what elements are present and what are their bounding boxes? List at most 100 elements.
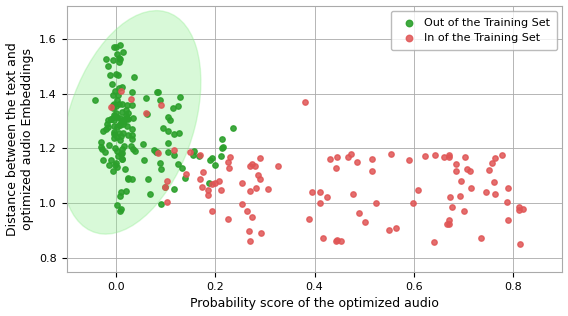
In of the Training Set [518,206,527,211]
Out of the Training Set [114,92,123,97]
Out of the Training Set [101,149,110,154]
In of the Training Set [489,179,498,184]
Out of the Training Set [169,106,178,111]
Out of the Training Set [149,147,158,152]
Out of the Training Set [116,138,125,143]
In of the Training Set [169,147,178,152]
Out of the Training Set [107,116,116,121]
In of the Training Set [224,217,233,222]
Out of the Training Set [91,97,100,102]
Out of the Training Set [218,145,227,150]
Out of the Training Set [117,118,126,123]
In of the Training Set [371,201,380,206]
Out of the Training Set [118,151,127,156]
Out of the Training Set [115,101,124,106]
Out of the Training Set [170,186,179,191]
In of the Training Set [445,153,454,158]
In of the Training Set [482,189,491,194]
Out of the Training Set [121,117,130,122]
Out of the Training Set [128,147,137,152]
Out of the Training Set [110,145,119,150]
Out of the Training Set [173,162,182,167]
Out of the Training Set [104,125,113,130]
In of the Training Set [198,184,207,189]
Out of the Training Set [228,125,237,130]
Out of the Training Set [174,130,183,135]
Out of the Training Set [216,153,225,158]
In of the Training Set [442,222,452,227]
Out of the Training Set [114,85,123,90]
Out of the Training Set [127,177,136,182]
In of the Training Set [211,180,220,185]
In of the Training Set [460,208,469,213]
In of the Training Set [367,156,377,161]
In of the Training Set [452,161,461,167]
Out of the Training Set [116,189,126,194]
In of the Training Set [344,154,353,159]
Out of the Training Set [139,158,148,163]
Out of the Training Set [115,55,124,60]
In of the Training Set [154,151,163,156]
In of the Training Set [333,237,342,242]
Out of the Training Set [117,102,126,107]
Out of the Training Set [124,133,133,138]
In of the Training Set [107,105,116,110]
In of the Training Set [256,230,265,235]
In of the Training Set [251,164,260,169]
Out of the Training Set [188,152,197,157]
Out of the Training Set [107,158,116,163]
In of the Training Set [431,153,440,158]
In of the Training Set [466,185,475,190]
Out of the Training Set [122,108,131,113]
Out of the Training Set [108,93,118,98]
Out of the Training Set [116,151,125,156]
In of the Training Set [224,165,233,170]
In of the Training Set [256,155,265,161]
In of the Training Set [252,185,261,190]
In of the Training Set [331,166,340,171]
In of the Training Set [182,172,191,177]
Out of the Training Set [110,124,119,129]
In of the Training Set [322,194,331,199]
Out of the Training Set [176,95,185,100]
Out of the Training Set [115,131,124,136]
Out of the Training Set [108,106,118,111]
Out of the Training Set [117,119,126,124]
In of the Training Set [127,96,136,101]
In of the Training Set [162,200,172,205]
Out of the Training Set [110,117,119,122]
In of the Training Set [316,189,325,194]
In of the Training Set [223,160,232,165]
Out of the Training Set [97,146,106,151]
Out of the Training Set [109,45,118,50]
Out of the Training Set [123,111,132,116]
In of the Training Set [208,181,217,186]
In of the Training Set [444,154,453,159]
Out of the Training Set [114,73,123,78]
Out of the Training Set [126,143,135,149]
Out of the Training Set [115,122,124,127]
Out of the Training Set [112,45,121,50]
Out of the Training Set [143,112,152,117]
In of the Training Set [256,176,265,181]
In of the Training Set [319,235,328,240]
Out of the Training Set [194,153,203,158]
In of the Training Set [215,178,224,183]
Out of the Training Set [118,157,127,162]
In of the Training Set [199,170,208,175]
In of the Training Set [238,180,247,185]
Out of the Training Set [211,163,220,168]
Out of the Training Set [157,201,166,206]
In of the Training Set [368,168,377,173]
Out of the Training Set [123,102,132,107]
Out of the Training Set [123,176,132,181]
In of the Training Set [515,241,524,246]
In of the Training Set [203,187,212,192]
Out of the Training Set [110,131,119,136]
Out of the Training Set [115,60,124,65]
Out of the Training Set [99,128,108,133]
Out of the Training Set [116,206,126,211]
In of the Training Set [245,164,254,169]
Out of the Training Set [109,113,118,118]
Out of the Training Set [115,57,124,62]
